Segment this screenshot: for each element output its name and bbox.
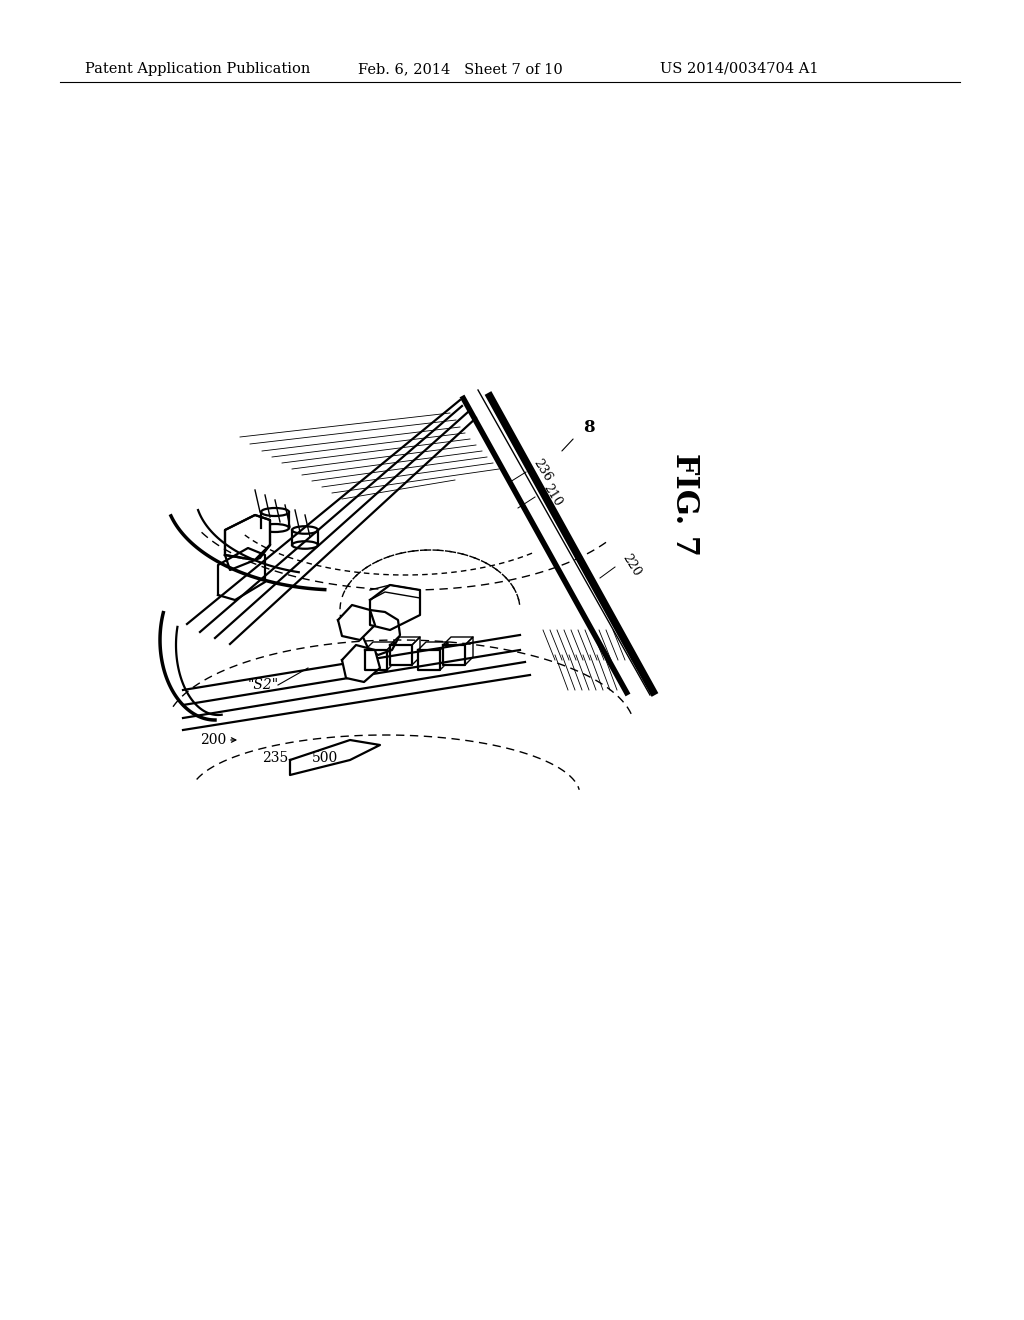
Text: 235: 235 xyxy=(262,751,288,766)
Polygon shape xyxy=(370,585,420,630)
Text: US 2014/0034704 A1: US 2014/0034704 A1 xyxy=(660,62,818,77)
Polygon shape xyxy=(338,605,375,640)
Polygon shape xyxy=(225,515,270,560)
Ellipse shape xyxy=(261,524,289,532)
Text: 210: 210 xyxy=(541,482,564,508)
Text: 8: 8 xyxy=(583,418,595,436)
Polygon shape xyxy=(365,649,387,671)
Polygon shape xyxy=(443,645,465,665)
Ellipse shape xyxy=(292,527,318,533)
Text: FIG. 7: FIG. 7 xyxy=(670,453,700,556)
Ellipse shape xyxy=(261,508,289,516)
Polygon shape xyxy=(418,649,440,671)
Text: 500: 500 xyxy=(312,751,338,766)
Text: Patent Application Publication: Patent Application Publication xyxy=(85,62,310,77)
Text: "S2": "S2" xyxy=(248,678,280,692)
Polygon shape xyxy=(342,645,380,682)
Polygon shape xyxy=(218,548,265,601)
Text: Feb. 6, 2014   Sheet 7 of 10: Feb. 6, 2014 Sheet 7 of 10 xyxy=(358,62,563,77)
Text: 220: 220 xyxy=(620,552,644,578)
Text: 200: 200 xyxy=(200,733,226,747)
Polygon shape xyxy=(390,645,412,665)
Ellipse shape xyxy=(292,541,318,549)
Text: 236: 236 xyxy=(531,457,555,483)
